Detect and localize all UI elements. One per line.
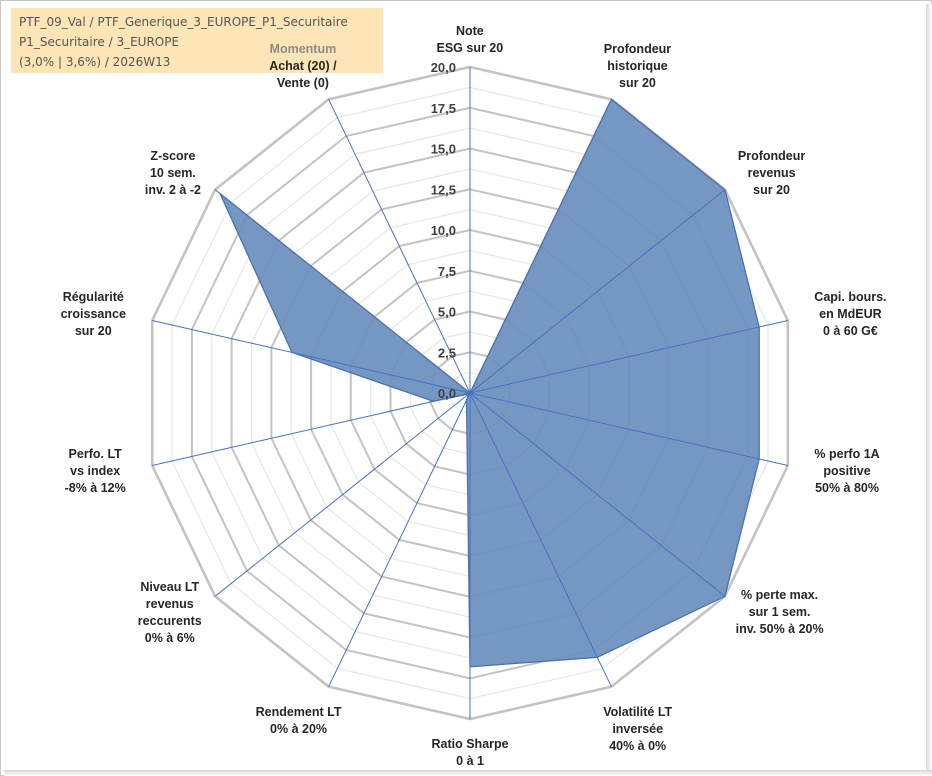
- series-area-portefeuille: [219, 98, 760, 668]
- axis-label: Rendement LT 0% à 20%: [256, 704, 342, 738]
- axis-label-line: revenus: [145, 596, 194, 611]
- axis-label-line: 0% à 20%: [270, 722, 328, 737]
- axis-label-line: Profondeur: [603, 41, 672, 56]
- axis-label: Capi. bours. en MdEUR 0 à 60 G€: [814, 289, 886, 340]
- tick-label: 17,5: [431, 101, 456, 116]
- info-line-portfolio: PTF_09_Val / PTF_Generique_3_EUROPE_P1_S…: [19, 15, 348, 29]
- tick-label: 2,5: [438, 345, 456, 360]
- axis-label-line: 0% à 6%: [144, 630, 195, 645]
- spoke-line: [469, 189, 726, 394]
- axis-label-line: Note: [455, 24, 484, 38]
- spoke-line: [469, 392, 726, 597]
- axis-label-line: 40% à 0%: [609, 739, 667, 754]
- axis-label: Niveau LT revenus reccurents 0% à 6%: [138, 579, 202, 647]
- axis-label-line: % perte max.: [741, 588, 819, 602]
- axis-label-line: croissance: [60, 307, 126, 322]
- axis-label-line: positive: [823, 463, 871, 478]
- axis-label: % perte max. sur 1 sem. inv. 50% à 20%: [736, 587, 824, 638]
- axis-label-line: historique: [607, 58, 668, 73]
- axis-label-line: Régularité: [62, 290, 124, 305]
- radar-tick-labels: 0,0 2,5 5,0 7,5 10,0 12,5 15,0 17,5 20,0: [431, 60, 456, 401]
- spoke-line: [469, 320, 788, 394]
- axis-label-line: Vente (0): [276, 75, 329, 90]
- tick-label: 12,5: [431, 182, 456, 197]
- spoke-line: [328, 392, 471, 687]
- axis-label-line: 0 à 1: [456, 754, 484, 768]
- axis-label-line: Z-score: [150, 149, 196, 163]
- spoke-line: [214, 189, 471, 394]
- frame-shadow-bottom: [4, 770, 932, 776]
- tick-label: 0,0: [438, 386, 456, 401]
- axis-label: Momentum Achat (20) / Vente (0): [269, 41, 336, 92]
- axis-label-line: sur 20: [74, 324, 112, 339]
- axis-label-line: reccurents: [137, 613, 202, 628]
- tick-label: 20,0: [431, 60, 456, 75]
- axis-label-line: inv. 50% à 20%: [735, 622, 824, 636]
- axis-label-line: Niveau LT: [140, 579, 200, 594]
- axis-label-line: inversée: [612, 722, 664, 737]
- axis-label-line: Momentum: [269, 41, 337, 56]
- axis-label-line: ESG sur 20: [436, 41, 504, 55]
- axis-label-line: inv. 2 à -2: [144, 183, 201, 197]
- radar-spokes: [152, 67, 788, 719]
- info-line-stats: (3,0% | 3,6%) / 2026W13: [19, 55, 171, 69]
- tick-label: 5,0: [438, 305, 456, 320]
- axis-label-line: % perfo 1A: [814, 446, 880, 461]
- spoke-line: [214, 392, 471, 597]
- info-box: PTF_09_Val / PTF_Generique_3_EUROPE_P1_S…: [11, 8, 383, 73]
- axis-label-line: vs index: [70, 463, 121, 478]
- axis-label-line: Volatilité LT: [603, 705, 673, 720]
- axis-label-line: en MdEUR: [819, 307, 882, 322]
- axis-label-line: 10 sem.: [149, 166, 196, 180]
- spoke-line: [152, 320, 471, 394]
- axis-label-line: Perfo. LT: [68, 446, 122, 461]
- spoke-line: [152, 392, 471, 466]
- frame-shadow-right: [926, 4, 932, 776]
- spoke-line: [469, 392, 612, 687]
- axis-label-line: 0 à 60 G€: [822, 324, 878, 339]
- axis-label: Volatilité LT inversée 40% à 0%: [603, 704, 672, 755]
- axis-label-line: Achat (20) /: [269, 58, 337, 73]
- axis-label: Note ESG sur 20: [437, 23, 504, 57]
- axis-label-line: Capi. bours.: [814, 290, 887, 305]
- axis-label: Profondeur historique sur 20: [604, 41, 671, 92]
- axis-label: Régularité croissance sur 20: [61, 289, 126, 340]
- spoke-line: [328, 99, 471, 394]
- axis-label-line: sur 20: [619, 75, 656, 90]
- axis-label-line: Profondeur: [737, 149, 806, 163]
- axis-label: Perfo. LT vs index -8% à 12%: [65, 446, 126, 497]
- tick-label: 7,5: [438, 264, 456, 279]
- axis-label: Profondeur revenus sur 20: [738, 148, 805, 199]
- axis-label-line: sur 20: [753, 183, 790, 197]
- tick-label: 10,0: [431, 223, 456, 238]
- tick-label: 15,0: [431, 142, 456, 157]
- axis-label-line: 50% à 80%: [815, 480, 879, 495]
- axis-label-line: revenus: [747, 166, 796, 180]
- spoke-line: [469, 99, 612, 394]
- axis-label-line: Ratio Sharpe: [431, 737, 509, 751]
- axis-label-line: Rendement LT: [255, 705, 342, 720]
- info-line-profile: P1_Securitaire / 3_EUROPE: [19, 35, 180, 49]
- spoke-line: [469, 392, 788, 466]
- axis-label-line: -8% à 12%: [64, 480, 126, 495]
- axis-label: Z-score 10 sem. inv. 2 à -2: [145, 148, 201, 199]
- axis-label-line: sur 1 sem.: [748, 605, 811, 619]
- radar-series: [219, 98, 760, 668]
- axis-label: Ratio Sharpe 0 à 1: [432, 736, 509, 770]
- axis-label: % perfo 1A positive 50% à 80%: [814, 446, 879, 497]
